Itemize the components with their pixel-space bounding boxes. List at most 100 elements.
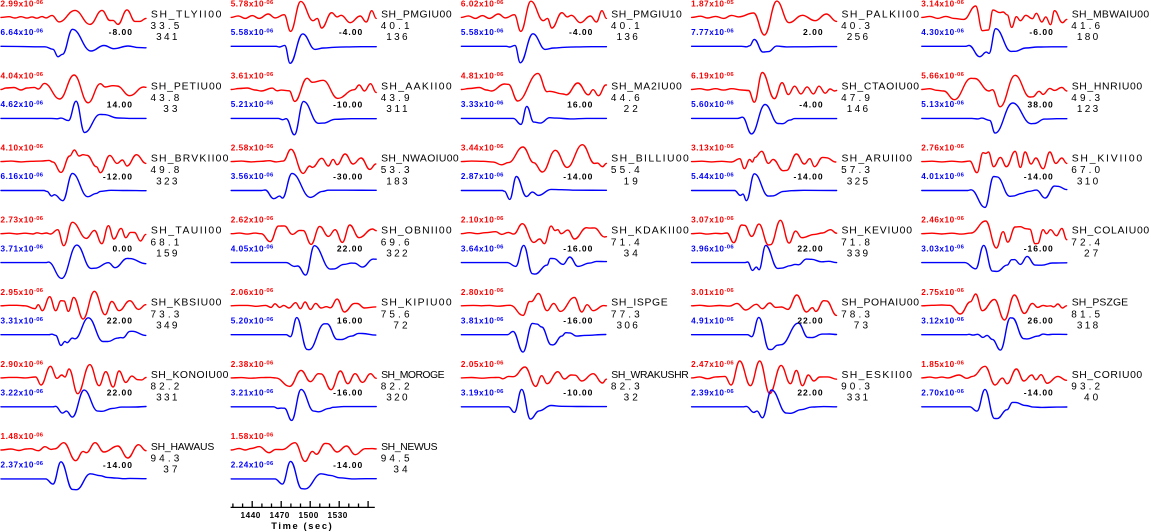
svg-text:136: 136 bbox=[386, 32, 408, 43]
svg-text:SH_TLYII00: SH_TLYII00 bbox=[151, 9, 222, 20]
svg-text:38.00: 38.00 bbox=[1028, 99, 1054, 109]
svg-text:-10.00: -10.00 bbox=[333, 99, 363, 109]
svg-text:SH_KIVII00: SH_KIVII00 bbox=[1072, 154, 1143, 165]
svg-text:2.87x10-06: 2.87x10-06 bbox=[461, 172, 504, 181]
svg-text:SH_MA2IU00: SH_MA2IU00 bbox=[611, 81, 682, 92]
svg-text:310: 310 bbox=[1077, 176, 1099, 187]
svg-text:306: 306 bbox=[617, 321, 639, 332]
svg-text:SH_ARUII00: SH_ARUII00 bbox=[842, 154, 913, 165]
svg-text:339: 339 bbox=[847, 248, 869, 259]
svg-text:22.00: 22.00 bbox=[797, 316, 823, 326]
svg-text:-16.00: -16.00 bbox=[333, 388, 363, 398]
svg-text:-10.00: -10.00 bbox=[563, 388, 593, 398]
svg-text:6.02x10-06: 6.02x10-06 bbox=[461, 0, 504, 8]
svg-text:2.00: 2.00 bbox=[803, 27, 824, 37]
svg-text:SH_BILLIU00: SH_BILLIU00 bbox=[611, 154, 689, 165]
svg-text:-4.00: -4.00 bbox=[799, 99, 823, 109]
svg-text:180: 180 bbox=[1077, 32, 1099, 43]
svg-text:3.71x10-06: 3.71x10-06 bbox=[1, 244, 44, 253]
svg-text:SH_ESKII00: SH_ESKII00 bbox=[842, 370, 913, 381]
svg-text:323: 323 bbox=[156, 176, 178, 187]
svg-text:2.38x10-06: 2.38x10-06 bbox=[231, 360, 274, 369]
svg-text:3.19x10-06: 3.19x10-06 bbox=[461, 389, 504, 398]
svg-text:1440: 1440 bbox=[240, 511, 260, 520]
svg-text:5.58x10-06: 5.58x10-06 bbox=[461, 28, 504, 37]
svg-text:3.03x10-06: 3.03x10-06 bbox=[921, 244, 964, 253]
svg-text:2.70x10-06: 2.70x10-06 bbox=[921, 389, 964, 398]
svg-text:SH_PMGIU00: SH_PMGIU00 bbox=[381, 9, 452, 20]
svg-text:22.00: 22.00 bbox=[107, 388, 133, 398]
svg-text:2.46x10-06: 2.46x10-06 bbox=[921, 216, 964, 225]
svg-text:2.76x10-06: 2.76x10-06 bbox=[921, 144, 964, 153]
svg-text:3.64x10-06: 3.64x10-06 bbox=[461, 244, 504, 253]
svg-text:16.00: 16.00 bbox=[567, 99, 593, 109]
svg-text:3.12x10-06: 3.12x10-06 bbox=[921, 316, 964, 325]
svg-text:2.90x10-06: 2.90x10-06 bbox=[1, 360, 44, 369]
svg-text:331: 331 bbox=[156, 393, 178, 404]
svg-text:3.21x10-06: 3.21x10-06 bbox=[231, 389, 274, 398]
svg-text:16.00: 16.00 bbox=[337, 316, 363, 326]
svg-text:-12.00: -12.00 bbox=[103, 171, 133, 181]
svg-text:1.58x10-06: 1.58x10-06 bbox=[231, 432, 274, 441]
svg-text:3.44x10-06: 3.44x10-06 bbox=[461, 144, 504, 153]
svg-text:SH_PETIU00: SH_PETIU00 bbox=[151, 81, 222, 92]
svg-text:159: 159 bbox=[156, 248, 178, 259]
svg-text:349: 349 bbox=[156, 321, 178, 332]
svg-text:3.22x10-06: 3.22x10-06 bbox=[1, 389, 44, 398]
svg-text:5.21x10-06: 5.21x10-06 bbox=[231, 100, 274, 109]
svg-text:-14.00: -14.00 bbox=[563, 171, 593, 181]
svg-text:22.00: 22.00 bbox=[797, 388, 823, 398]
svg-text:SH_PSZGE: SH_PSZGE bbox=[1072, 298, 1128, 309]
svg-text:1.87x10-05: 1.87x10-05 bbox=[691, 0, 734, 8]
svg-text:SH_MOROGE: SH_MOROGE bbox=[381, 370, 444, 381]
svg-text:3.96x10-06: 3.96x10-06 bbox=[691, 244, 734, 253]
svg-text:-8.00: -8.00 bbox=[109, 27, 133, 37]
svg-text:5.13x10-06: 5.13x10-06 bbox=[921, 100, 964, 109]
svg-text:2.58x10-06: 2.58x10-06 bbox=[231, 144, 274, 153]
svg-text:331: 331 bbox=[847, 393, 869, 404]
svg-text:SH_COLAIU00: SH_COLAIU00 bbox=[1072, 226, 1150, 237]
svg-text:SH_HAWAUS: SH_HAWAUS bbox=[151, 442, 214, 453]
svg-text:SH_CTAOIU00: SH_CTAOIU00 bbox=[842, 81, 920, 92]
svg-text:22.00: 22.00 bbox=[107, 316, 133, 326]
svg-text:2.37x10-06: 2.37x10-06 bbox=[1, 461, 44, 470]
svg-text:-14.00: -14.00 bbox=[1024, 388, 1054, 398]
svg-text:311: 311 bbox=[386, 104, 408, 115]
svg-text:6.16x10-06: 6.16x10-06 bbox=[1, 172, 44, 181]
svg-text:1500: 1500 bbox=[298, 511, 318, 520]
svg-text:SH_WRAKUSHR: SH_WRAKUSHR bbox=[611, 370, 689, 381]
svg-text:4.62x10-06: 4.62x10-06 bbox=[1, 100, 44, 109]
svg-text:SH_BRVKII00: SH_BRVKII00 bbox=[151, 154, 229, 165]
svg-text:4.81x10-06: 4.81x10-06 bbox=[461, 72, 504, 81]
svg-text:318: 318 bbox=[1077, 321, 1099, 332]
svg-text:5.78x10-06: 5.78x10-06 bbox=[231, 0, 274, 8]
svg-text:5.60x10-06: 5.60x10-06 bbox=[691, 100, 734, 109]
svg-text:2.80x10-06: 2.80x10-06 bbox=[461, 288, 504, 297]
svg-text:SH_NEWUS: SH_NEWUS bbox=[381, 442, 437, 453]
svg-text:5.44x10-06: 5.44x10-06 bbox=[691, 172, 734, 181]
svg-text:SH_POHAIU00: SH_POHAIU00 bbox=[842, 298, 920, 309]
svg-text:146: 146 bbox=[847, 104, 869, 115]
svg-text:2.75x10-06: 2.75x10-06 bbox=[921, 288, 964, 297]
svg-text:-16.00: -16.00 bbox=[563, 244, 593, 254]
svg-text:SH_KONOIU00: SH_KONOIU00 bbox=[151, 370, 229, 381]
svg-text:22.00: 22.00 bbox=[337, 244, 363, 254]
svg-text:-4.00: -4.00 bbox=[339, 27, 363, 37]
svg-text:SH_ISPGE: SH_ISPGE bbox=[611, 298, 667, 309]
svg-text:SH_MBWAIU00: SH_MBWAIU00 bbox=[1072, 9, 1150, 20]
svg-text:2.62x10-06: 2.62x10-06 bbox=[231, 216, 274, 225]
svg-text:SH_KEVIU00: SH_KEVIU00 bbox=[842, 226, 913, 237]
svg-text:4.10x10-06: 4.10x10-06 bbox=[1, 144, 44, 153]
svg-text:-6.00: -6.00 bbox=[1029, 27, 1053, 37]
svg-text:0.00: 0.00 bbox=[112, 244, 133, 254]
svg-text:SH_OBNII00: SH_OBNII00 bbox=[381, 226, 452, 237]
svg-text:SH_NWAOIU00: SH_NWAOIU00 bbox=[381, 154, 459, 165]
svg-text:Time (sec): Time (sec) bbox=[271, 521, 332, 531]
svg-text:1530: 1530 bbox=[327, 511, 347, 520]
svg-text:1.48x10-06: 1.48x10-06 bbox=[1, 432, 44, 441]
svg-text:3.01x10-06: 3.01x10-06 bbox=[691, 288, 734, 297]
svg-text:3.31x10-06: 3.31x10-06 bbox=[1, 316, 44, 325]
svg-text:-16.00: -16.00 bbox=[1024, 244, 1054, 254]
svg-text:320: 320 bbox=[386, 393, 408, 404]
svg-text:26.00: 26.00 bbox=[1028, 316, 1054, 326]
